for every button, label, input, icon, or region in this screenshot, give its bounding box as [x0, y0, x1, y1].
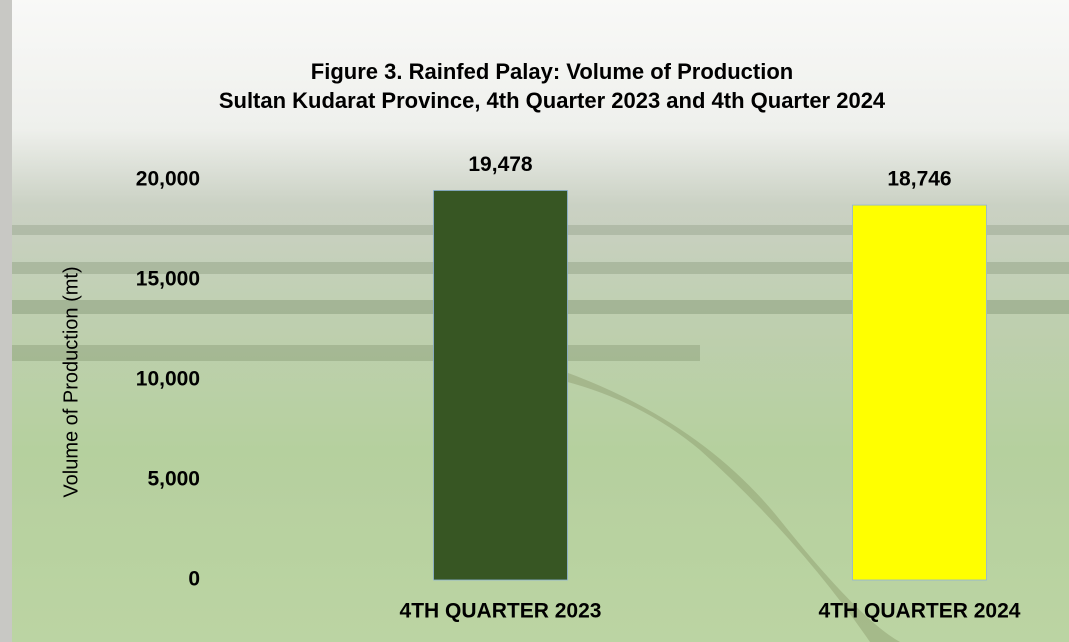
- y-tick-label: 10,000: [136, 368, 200, 391]
- y-tick-label: 15,000: [136, 268, 200, 291]
- bar: [433, 190, 568, 581]
- value-label: 18,746: [887, 168, 951, 191]
- y-axis-label: Volume of Production (mt): [60, 266, 82, 497]
- x-tick-label: 4TH QUARTER 2023: [400, 600, 602, 623]
- x-tick-label: 4TH QUARTER 2024: [819, 600, 1021, 623]
- y-tick-label: 0: [188, 568, 200, 591]
- chart-subtitle: Sultan Kudarat Province, 4th Quarter 202…: [219, 88, 886, 113]
- y-tick-label: 5,000: [147, 468, 200, 491]
- bar: [852, 204, 987, 581]
- value-label: 19,478: [468, 153, 533, 176]
- y-tick-label: 20,000: [136, 168, 200, 191]
- chart-title: Figure 3. Rainfed Palay: Volume of Produ…: [311, 59, 793, 84]
